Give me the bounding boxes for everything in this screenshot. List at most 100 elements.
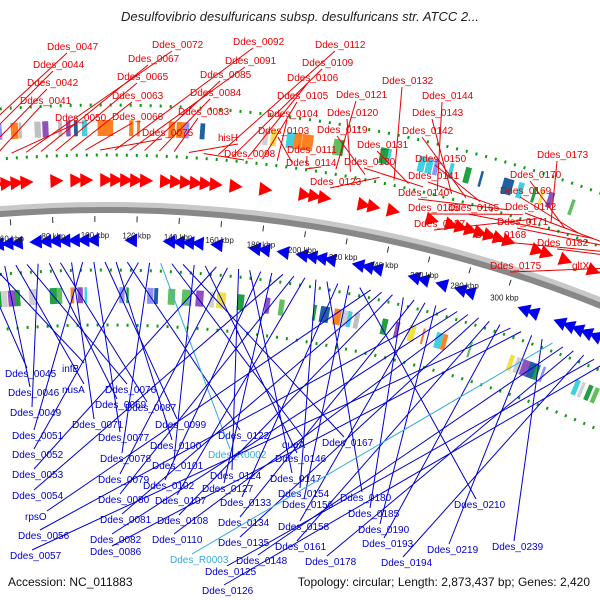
feature-block xyxy=(447,162,455,180)
gene-label-forward: Ddes_0140 xyxy=(398,188,450,199)
feature-block xyxy=(570,379,581,396)
reverse-leader-line xyxy=(164,271,262,481)
gene-label-reverse: Ddes_0053 xyxy=(12,470,64,481)
forward-leader-line xyxy=(232,68,323,157)
forward-leader-line xyxy=(467,213,593,239)
feature-block xyxy=(433,331,444,350)
feature-block xyxy=(466,341,474,358)
reverse-leader-line xyxy=(239,317,479,538)
reverse-leader-line xyxy=(59,262,148,403)
forward-leader-line xyxy=(262,101,298,160)
gene-label-reverse: Ddes_0107 xyxy=(155,496,207,507)
reverse-leader-line xyxy=(239,299,415,518)
forward-gene-arrow xyxy=(80,173,94,188)
forward-gene-arrow xyxy=(443,216,459,231)
gene-label-reverse: Ddes_0133 xyxy=(220,498,272,509)
reverse-gene-arrow xyxy=(580,328,595,342)
feature-block xyxy=(529,186,538,203)
gene-label-reverse: Ddes_0167 xyxy=(322,438,374,449)
tick-label: 60 kbp xyxy=(0,234,24,243)
reverse-leader-line xyxy=(178,294,393,516)
feature-blocks xyxy=(0,120,600,404)
backbone-shadow xyxy=(0,202,600,306)
gene-label-reverse: infB xyxy=(62,364,80,375)
feature-block xyxy=(379,318,389,336)
feature-block xyxy=(0,123,3,140)
forward-gene-arrow xyxy=(209,177,223,192)
forward-leader-line xyxy=(421,136,467,198)
forward-leader-line xyxy=(305,166,322,170)
forward-gene-arrow xyxy=(159,174,174,189)
feature-block xyxy=(477,170,485,187)
forward-leader-line xyxy=(519,196,580,234)
feature-block xyxy=(352,312,361,329)
tick-label: 240 kbp xyxy=(370,261,399,270)
feature-block xyxy=(300,133,315,152)
gene-label-reverse: Ddes_0099 xyxy=(155,420,207,431)
gene-label-forward: Ddes_0103 xyxy=(258,126,310,137)
gene-label-reverse: Ddes_0126 xyxy=(202,586,254,597)
forward-leader-line xyxy=(247,83,308,158)
reverse-gene-arrow xyxy=(370,263,385,277)
gene-label-reverse: Ddes_0154 xyxy=(278,489,330,500)
reverse-gene-arrow xyxy=(29,234,43,249)
feature-block xyxy=(0,290,9,308)
reverse-gene-arrow xyxy=(76,233,90,248)
reverse-gene-arrow xyxy=(86,233,99,248)
gene-label-forward: Ddes_0144 xyxy=(422,91,474,102)
reverse-leader-line xyxy=(241,283,339,498)
reverse-gene-arrow xyxy=(323,253,338,268)
forward-leader-line xyxy=(277,136,293,163)
gene-label-forward: Ddes_0041 xyxy=(20,96,72,107)
forward-leader-line xyxy=(158,98,211,152)
gene-label-forward: Ddes_0143 xyxy=(412,108,464,119)
forward-gene-arrow xyxy=(50,174,64,189)
gene-label-reverse: Ddes_0080 xyxy=(98,495,150,506)
gene-label-forward: Ddes_0119 xyxy=(317,125,368,136)
reverse-gene-arrow xyxy=(453,284,468,298)
gene-label-reverse: Ddes_0056 xyxy=(18,531,70,542)
reverse-gene-arrow xyxy=(562,321,577,335)
forward-leader-line xyxy=(494,240,600,252)
reverse-leader-line xyxy=(15,264,85,385)
forward-leader-line xyxy=(218,50,336,156)
reverse-gene-arrow xyxy=(181,236,195,251)
reverse-leader-line xyxy=(402,354,585,558)
feature-block xyxy=(215,292,227,309)
gene-label-forward: Ddes_0104 xyxy=(267,109,319,120)
reverse-leader-line xyxy=(383,324,501,539)
reverse-gene-arrow xyxy=(571,324,586,338)
forward-leader-line xyxy=(203,153,245,161)
forward-leader-line xyxy=(509,268,600,273)
forward-gene-arrow xyxy=(491,229,507,244)
reverse-gene-arrow xyxy=(172,235,186,250)
forward-gene-arrow xyxy=(189,175,203,190)
forward-leader-line xyxy=(100,138,163,151)
topology-text: Topology: circular; Length: 2,873,437 bp… xyxy=(297,575,590,589)
forward-gene-arrow xyxy=(139,173,154,188)
reverse-leader-line xyxy=(33,262,84,431)
gene-label-forward: Ddes_0182 xyxy=(537,238,589,249)
forward-gene-arrow xyxy=(0,177,14,191)
forward-gene-arrow xyxy=(258,181,273,196)
tick-label: 120 kbp xyxy=(122,231,151,240)
reverse-gene-arrow xyxy=(162,234,176,249)
gene-label-reverse: Ddes_0045 xyxy=(5,369,57,380)
feature-block xyxy=(499,177,515,196)
forward-gene-arrow xyxy=(424,211,439,226)
feature-block xyxy=(277,299,285,316)
gene-label-reverse: Ddes_0051 xyxy=(12,431,64,442)
gene-label-reverse: Ddes_0180 xyxy=(340,493,392,504)
gene-label-reverse: Ddes_0122 xyxy=(218,431,270,442)
feature-block xyxy=(269,129,278,147)
gene-label-forward: Ddes_0063 xyxy=(112,91,164,102)
reverse-leader-line xyxy=(204,265,298,454)
gene-label-reverse: Ddes_0078 xyxy=(100,454,152,465)
forward-leader-line xyxy=(434,164,481,202)
gene-label-reverse: Ddes_0069 xyxy=(95,400,147,411)
feature-block xyxy=(419,328,426,345)
forward-leader-line xyxy=(129,66,246,151)
reverse-leader-line xyxy=(33,266,217,470)
forward-leader-line xyxy=(144,80,221,151)
gene-label-forward: Ddes_0130 xyxy=(344,157,396,168)
